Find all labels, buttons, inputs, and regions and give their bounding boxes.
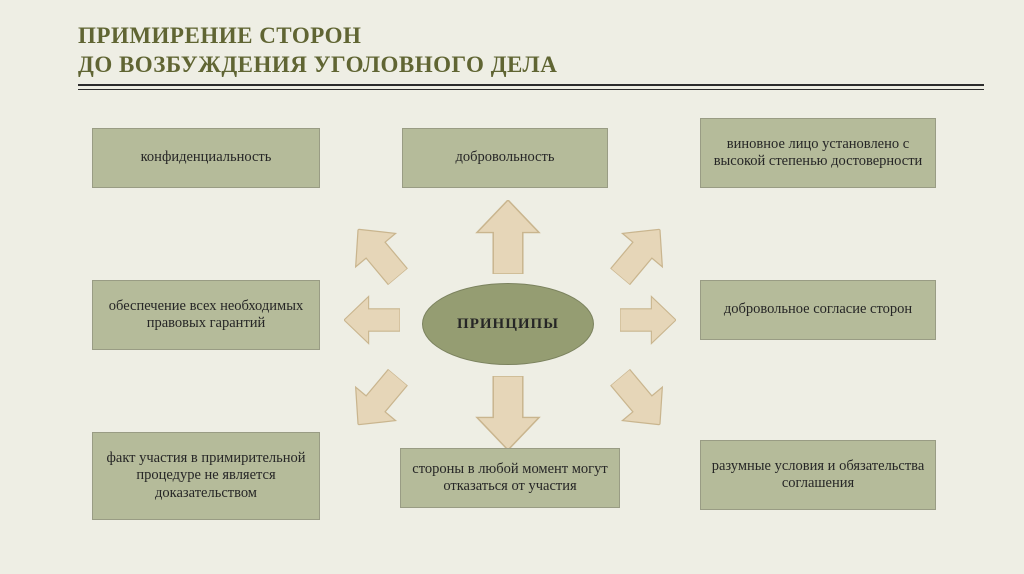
principle-box: разумные условия и обязательства соглаше… [700,440,936,510]
principle-box: добровольное согласие сторон [700,280,936,340]
title-rule-thin [78,89,984,90]
arrow [470,376,546,450]
principle-label: добровольность [456,149,555,166]
principle-box: факт участия в примирительной процедуре … [92,432,320,520]
center-node-principles: ПРИНЦИПЫ [422,283,594,365]
arrow [338,370,418,432]
arrow [600,222,680,284]
principle-label: стороны в любой момент могут отказаться … [409,461,611,496]
principle-label: обеспечение всех необходимых правовых га… [101,298,311,333]
principle-box: стороны в любой момент могут отказаться … [400,448,620,508]
center-node-label: ПРИНЦИПЫ [457,316,559,333]
principle-label: разумные условия и обязательства соглаше… [709,458,927,493]
arrow [338,222,418,284]
principle-label: факт участия в примирительной процедуре … [101,450,311,502]
page-title: ПРИМИРЕНИЕ СТОРОН ДО ВОЗБУЖДЕНИЯ УГОЛОВН… [78,22,984,80]
principle-box: добровольность [402,128,608,188]
arrow [608,292,688,348]
principle-label: конфиденциальность [141,149,272,166]
title-line-2: ДО ВОЗБУЖДЕНИЯ УГОЛОВНОГО ДЕЛА [78,51,984,80]
principle-box: конфиденциальность [92,128,320,188]
title-rule-thick [78,84,984,86]
title-line-1: ПРИМИРЕНИЕ СТОРОН [78,22,984,51]
arrow [600,370,680,432]
principle-box: обеспечение всех необходимых правовых га… [92,280,320,350]
arrow [470,200,546,274]
principle-label: виновное лицо установлено с высокой степ… [709,136,927,171]
principle-label: добровольное согласие сторон [724,301,912,318]
arrow [332,292,412,348]
principle-box: виновное лицо установлено с высокой степ… [700,118,936,188]
